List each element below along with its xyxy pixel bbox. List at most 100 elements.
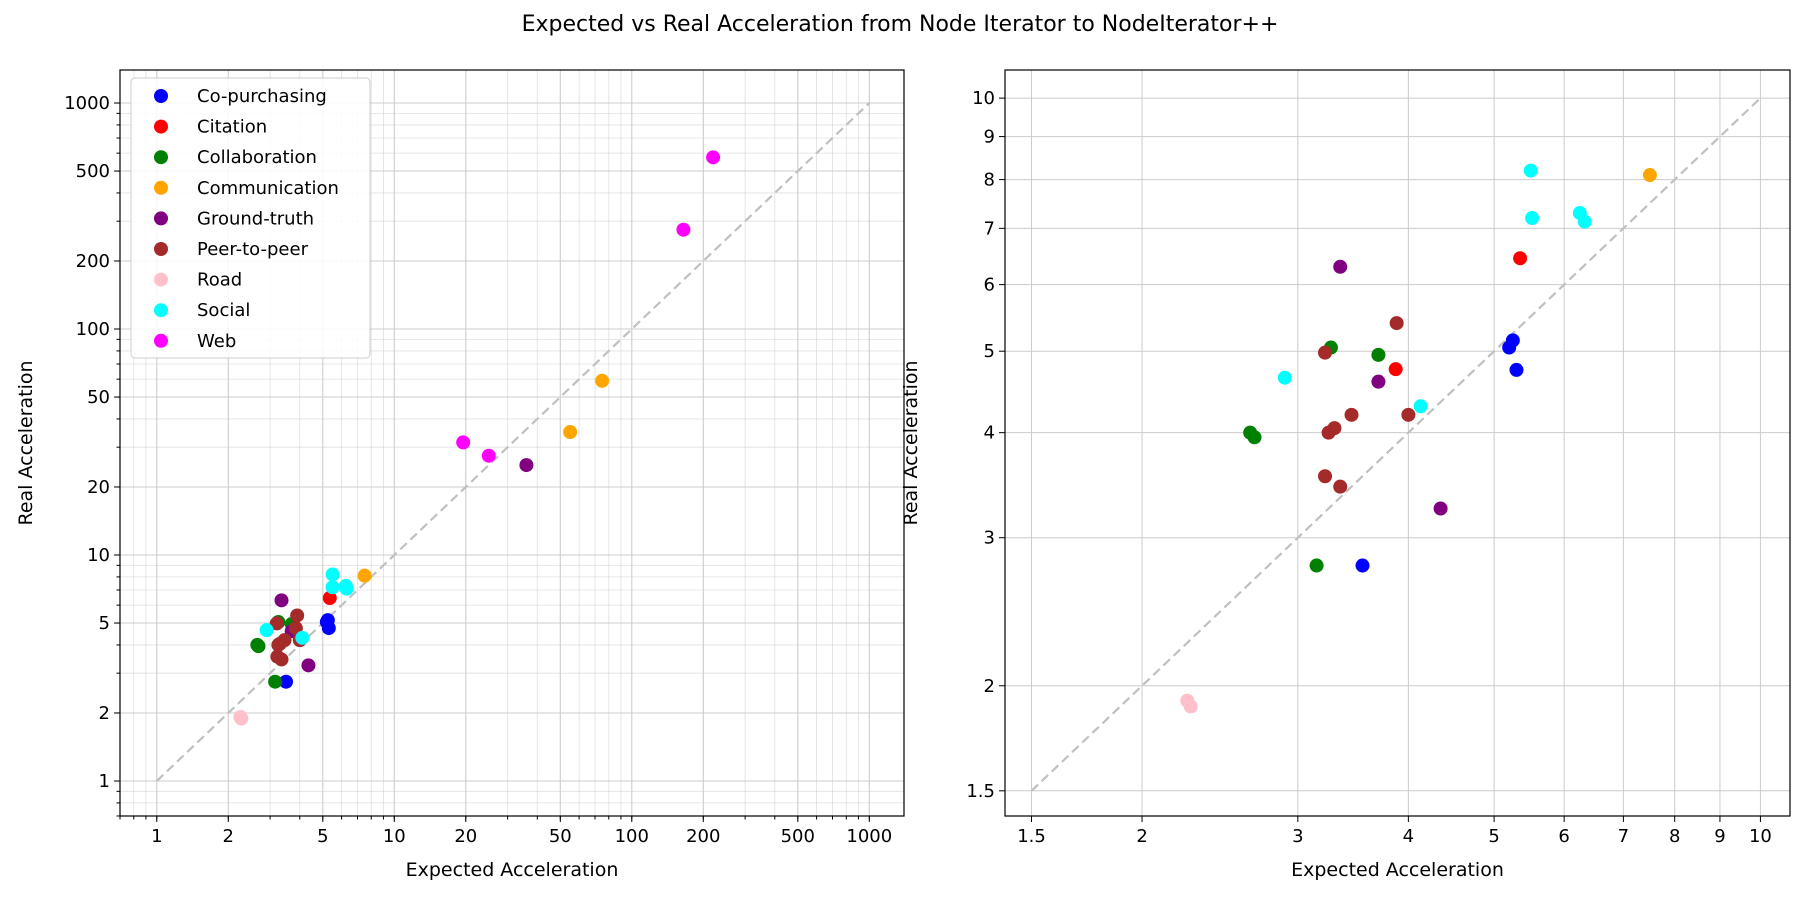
point-social bbox=[325, 580, 340, 595]
legend-label-social: Social bbox=[197, 300, 250, 321]
point-peer-to-peer bbox=[1318, 469, 1333, 484]
point-collaboration bbox=[1309, 558, 1324, 573]
legend-label-ground-truth: Ground-truth bbox=[197, 208, 314, 229]
legend-marker-collaboration bbox=[154, 150, 168, 165]
point-web bbox=[706, 150, 721, 165]
point-co-purchasing bbox=[1505, 333, 1520, 348]
right-plot-x-tick-label: 5 bbox=[1488, 826, 1499, 847]
point-communication bbox=[595, 373, 610, 388]
left-plot-y-tick-label: 1 bbox=[99, 771, 110, 792]
legend-label-citation: Citation bbox=[197, 117, 267, 138]
legend-marker-communication bbox=[154, 180, 168, 195]
left-plot-x-tick-label: 10 bbox=[383, 826, 406, 847]
point-ground-truth bbox=[519, 458, 534, 473]
right-plot-x-tick-label: 9 bbox=[1714, 826, 1725, 847]
point-communication bbox=[1642, 168, 1657, 183]
left-plot-y-tick-label: 100 bbox=[76, 319, 110, 340]
point-peer-to-peer bbox=[269, 616, 284, 631]
point-web bbox=[676, 222, 691, 237]
right-plot-y-axis-label: Real Acceleration bbox=[900, 360, 922, 525]
left-plot-y-tick-label: 2 bbox=[99, 703, 110, 724]
legend-marker-citation bbox=[154, 119, 168, 134]
left-plot: 1 2 5 10 20 50 100 200 500 1000 1 2 5 10 20 50 100 200 500… bbox=[15, 69, 905, 881]
point-citation bbox=[1513, 251, 1528, 266]
right-plot-x-tick-label: 8 bbox=[1669, 826, 1680, 847]
legend-box bbox=[130, 77, 371, 359]
right-plot-y-tick-label: 4 bbox=[984, 423, 995, 444]
left-plot-x-tick-label: 1000 bbox=[846, 826, 892, 847]
left-plot-x-axis-label: Expected Acceleration bbox=[406, 859, 619, 881]
legend-label-road: Road bbox=[197, 270, 242, 291]
point-citation bbox=[322, 591, 337, 606]
point-collaboration bbox=[1247, 430, 1262, 445]
point-ground-truth bbox=[1433, 501, 1448, 516]
left-plot-x-tick-label: 100 bbox=[615, 826, 649, 847]
left-plot-y-tick-label: 200 bbox=[76, 251, 110, 272]
point-co-purchasing bbox=[321, 621, 336, 636]
left-plot-x-tick-label: 1 bbox=[151, 826, 162, 847]
left-plot-x-tick-label: 5 bbox=[317, 826, 328, 847]
point-social bbox=[259, 623, 274, 638]
left-plot-x-tick-label: 500 bbox=[781, 826, 815, 847]
left-plot-y-tick-label: 1000 bbox=[64, 93, 110, 114]
right-plot-y-tick-label: 9 bbox=[984, 127, 995, 148]
right-plot-y-tick-label: 3 bbox=[984, 528, 995, 549]
legend-marker-ground-truth bbox=[154, 211, 168, 226]
point-ground-truth bbox=[274, 593, 289, 608]
point-citation bbox=[1388, 362, 1403, 377]
point-web bbox=[481, 448, 496, 463]
left-plot-x-tick-label: 50 bbox=[549, 826, 572, 847]
left-plot-x-tick-label: 20 bbox=[454, 826, 477, 847]
left-plot-x-tick-label: 2 bbox=[223, 826, 234, 847]
right-plot-y-tick-label: 2 bbox=[984, 676, 995, 697]
right-plot-y-tick-label: 8 bbox=[984, 170, 995, 191]
point-social bbox=[339, 581, 354, 596]
left-plot-y-tick-label: 500 bbox=[76, 161, 110, 182]
right-plot-x-tick-label: 1.5 bbox=[1017, 826, 1046, 847]
point-collaboration bbox=[251, 639, 266, 654]
point-co-purchasing bbox=[1509, 362, 1524, 377]
right-plot: 1.5 2 3 4 5 6 7 8 9 10 1.5 2 3 4 5 6 7 8 9 10 Expected Acce… bbox=[900, 69, 1791, 881]
legend-marker-web bbox=[154, 333, 168, 348]
point-ground-truth bbox=[301, 658, 316, 673]
point-peer-to-peer bbox=[1401, 407, 1416, 422]
legend-marker-road bbox=[154, 272, 168, 287]
legend-marker-social bbox=[154, 303, 168, 318]
right-plot-y-tick-label: 5 bbox=[984, 341, 995, 362]
legend-marker-peer-to-peer bbox=[154, 242, 168, 256]
right-plot-grid bbox=[1005, 70, 1790, 816]
point-social bbox=[1525, 211, 1540, 226]
right-plot-y-tick-label: 10 bbox=[972, 88, 995, 109]
left-plot-y-tick-label: 50 bbox=[87, 387, 110, 408]
right-plot-y-tick-label: 6 bbox=[984, 275, 995, 296]
right-plot-x-tick-label: 6 bbox=[1558, 826, 1569, 847]
legend-label-web: Web bbox=[197, 331, 236, 352]
left-plot-y-axis-label: Real Acceleration bbox=[15, 360, 37, 525]
left-plot-points bbox=[233, 150, 721, 726]
legend-label-communication: Communication bbox=[197, 178, 339, 199]
figure-title: Expected vs Real Acceleration from Node … bbox=[521, 12, 1279, 37]
left-plot-x-tick-label: 200 bbox=[686, 826, 720, 847]
point-peer-to-peer bbox=[290, 608, 305, 623]
legend: Co-purchasing Citation Collaboration Commun… bbox=[130, 77, 371, 359]
point-peer-to-peer bbox=[277, 633, 292, 648]
point-ground-truth bbox=[1333, 259, 1348, 274]
left-plot-y-tick-label: 5 bbox=[99, 613, 110, 634]
left-plot-ticks: 1 2 5 10 20 50 100 200 500 1000 1 2 5 10 20 50 100 200 500… bbox=[64, 93, 892, 847]
right-plot-y-tick-label: 1.5 bbox=[966, 781, 995, 802]
point-road bbox=[1183, 699, 1198, 714]
right-plot-x-tick-label: 10 bbox=[1749, 826, 1772, 847]
point-social bbox=[295, 630, 310, 645]
point-communication bbox=[563, 425, 578, 440]
point-social bbox=[1413, 399, 1428, 414]
point-peer-to-peer bbox=[274, 652, 289, 667]
point-social bbox=[325, 567, 340, 582]
legend-marker-co-purchasing bbox=[154, 89, 168, 103]
left-plot-y-tick-label: 10 bbox=[87, 545, 110, 566]
point-co-purchasing bbox=[279, 674, 294, 689]
legend-label-co-purchasing: Co-purchasing bbox=[197, 86, 327, 107]
right-plot-ticks: 1.5 2 3 4 5 6 7 8 9 10 1.5 2 3 4 5 6 7 8 9 10 bbox=[966, 88, 1772, 847]
point-road bbox=[234, 711, 249, 726]
point-peer-to-peer bbox=[1327, 421, 1342, 436]
